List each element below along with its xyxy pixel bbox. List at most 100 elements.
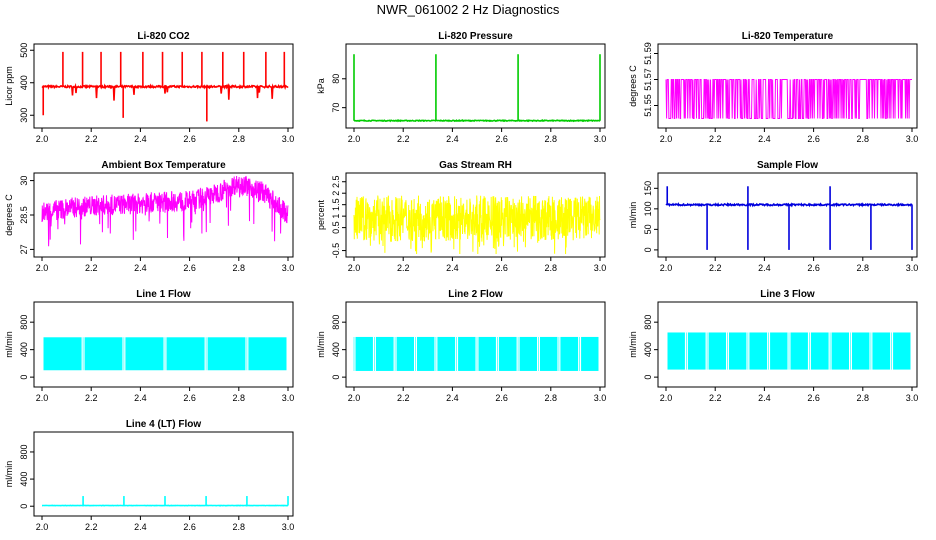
- x-tick-label: 2.0: [36, 522, 49, 532]
- series-segment: [375, 336, 394, 371]
- y-tick-label: 800: [19, 444, 29, 459]
- series-segment: [581, 336, 599, 371]
- y-axis-label: percent: [316, 199, 326, 230]
- plot-frame: [657, 172, 918, 258]
- plot-frame: [657, 301, 918, 388]
- x-tick-label: 2.2: [85, 393, 98, 403]
- series-segment: [43, 337, 82, 371]
- y-tick-label: 1: [331, 214, 341, 219]
- x-tick-label: 2.2: [397, 393, 410, 403]
- y-axis-label: degrees C: [628, 65, 638, 107]
- x-tick-label: 3.0: [282, 134, 295, 144]
- series-segment: [708, 332, 726, 370]
- x-tick-label: 2.6: [495, 393, 508, 403]
- series-segment: [790, 332, 808, 370]
- y-tick-label: 0: [331, 375, 341, 380]
- series-segment: [540, 336, 558, 371]
- x-tick-label: 2.0: [660, 134, 673, 144]
- x-tick-label: 2.2: [85, 263, 98, 273]
- series-segment: [458, 336, 476, 371]
- y-tick-label: 30: [19, 176, 29, 186]
- series-line: [41, 175, 289, 247]
- x-tick-label: 2.8: [857, 393, 870, 403]
- y-axis-label: ml/min: [4, 331, 14, 358]
- series-segment: [749, 332, 768, 370]
- plot-frame: [33, 43, 294, 129]
- y-axis-label: kPa: [316, 78, 326, 94]
- x-tick-label: 2.6: [183, 263, 196, 273]
- x-tick-label: 2.8: [233, 522, 246, 532]
- chart-panel-4: Ambient Box Temperature 2.0 2.2 2.4 2.6 2.8 3.…: [4, 160, 294, 273]
- x-tick-label: 2.6: [183, 134, 196, 144]
- series-segment: [770, 332, 788, 370]
- y-tick-label: 28.5: [19, 206, 29, 224]
- chart-panel-7: Line 1 Flow 2.0 2.2 2.4 2.6 2.8 3.0 0 400 800 ml/m…: [4, 289, 294, 403]
- chart-panel-1: Li-820 CO2 2.0 2.2 2.4 2.6 2.8 3.0 300 400 500 Lic…: [4, 31, 294, 144]
- x-tick-label: 2.4: [134, 134, 147, 144]
- series-segment: [498, 336, 517, 371]
- chart-title: Li-820 Temperature: [742, 31, 834, 42]
- y-tick-label: 50: [643, 224, 653, 234]
- series-segment: [248, 337, 287, 371]
- y-axis-label: degrees C: [4, 194, 14, 236]
- chart-panel-10: Line 4 (LT) Flow 2.0 2.2 2.4 2.6 2.8 3.0 0 400 80…: [4, 419, 294, 532]
- series-segment: [852, 332, 870, 370]
- x-tick-label: 2.6: [183, 393, 196, 403]
- plot-frame: [657, 43, 918, 129]
- series-segment: [125, 337, 164, 371]
- series-segment: [729, 332, 747, 370]
- series-segment: [893, 332, 911, 370]
- plot-frame: [345, 43, 606, 129]
- chart-title: Li-820 Pressure: [438, 31, 513, 42]
- y-tick-label: 400: [643, 342, 653, 357]
- x-tick-label: 3.0: [282, 393, 295, 403]
- y-tick-label: 0: [643, 375, 653, 380]
- x-tick-label: 2.8: [233, 263, 246, 273]
- x-tick-label: 2.8: [545, 393, 558, 403]
- y-tick-label: 1.5: [331, 198, 341, 211]
- x-tick-label: 2.0: [348, 393, 361, 403]
- series-segment: [519, 336, 537, 371]
- series-segment: [810, 332, 829, 370]
- x-tick-label: 3.0: [906, 134, 919, 144]
- chart-title: Gas Stream RH: [439, 160, 512, 171]
- x-tick-label: 2.2: [85, 134, 98, 144]
- x-tick-label: 2.4: [446, 263, 459, 273]
- chart-panel-8: Line 2 Flow 2.0 2.2 2.4 2.6 2.8 3.0 0 400 800 ml/m…: [316, 289, 606, 403]
- y-tick-label: 800: [643, 315, 653, 330]
- series-segment: [84, 337, 123, 371]
- series-segment: [667, 332, 685, 370]
- x-tick-label: 2.4: [446, 393, 459, 403]
- x-tick-label: 2.6: [183, 522, 196, 532]
- series-line: [353, 118, 601, 123]
- x-tick-label: 2.2: [397, 263, 410, 273]
- chart-title: Sample Flow: [757, 160, 818, 171]
- series-segment: [831, 332, 849, 370]
- x-tick-label: 2.0: [36, 393, 49, 403]
- x-tick-label: 3.0: [594, 263, 607, 273]
- chart-title: Li-820 CO2: [137, 31, 190, 42]
- chart-panel-5: Gas Stream RH 2.0 2.2 2.4 2.6 2.8 3.0 -0.5 0.5 1 1…: [316, 160, 606, 273]
- x-tick-label: 2.0: [36, 134, 49, 144]
- y-tick-label: 500: [19, 43, 29, 58]
- y-tick-label: -0.5: [331, 243, 341, 259]
- chart-panel-3: Li-820 Temperature 2.0 2.2 2.4 2.6 2.8 3.0 51.5…: [628, 31, 918, 144]
- chart-title: Ambient Box Temperature: [101, 160, 226, 171]
- series-segment: [872, 332, 891, 370]
- y-tick-label: 400: [19, 75, 29, 90]
- x-tick-label: 3.0: [906, 393, 919, 403]
- x-tick-label: 2.8: [857, 134, 870, 144]
- x-tick-label: 2.8: [233, 393, 246, 403]
- x-tick-label: 3.0: [282, 263, 295, 273]
- y-tick-label: 300: [19, 108, 29, 123]
- chart-title: Line 4 (LT) Flow: [126, 419, 202, 430]
- series-segment: [166, 337, 205, 371]
- y-tick-label: 400: [19, 472, 29, 487]
- x-tick-label: 2.4: [758, 393, 771, 403]
- x-tick-label: 2.0: [348, 134, 361, 144]
- page-title: NWR_061002 2 Hz Diagnostics: [376, 2, 560, 17]
- x-tick-label: 2.4: [758, 263, 771, 273]
- series-line: [353, 195, 601, 255]
- chart-panel-9: Line 3 Flow 2.0 2.2 2.4 2.6 2.8 3.0 0 400 800 ml/m…: [628, 289, 918, 403]
